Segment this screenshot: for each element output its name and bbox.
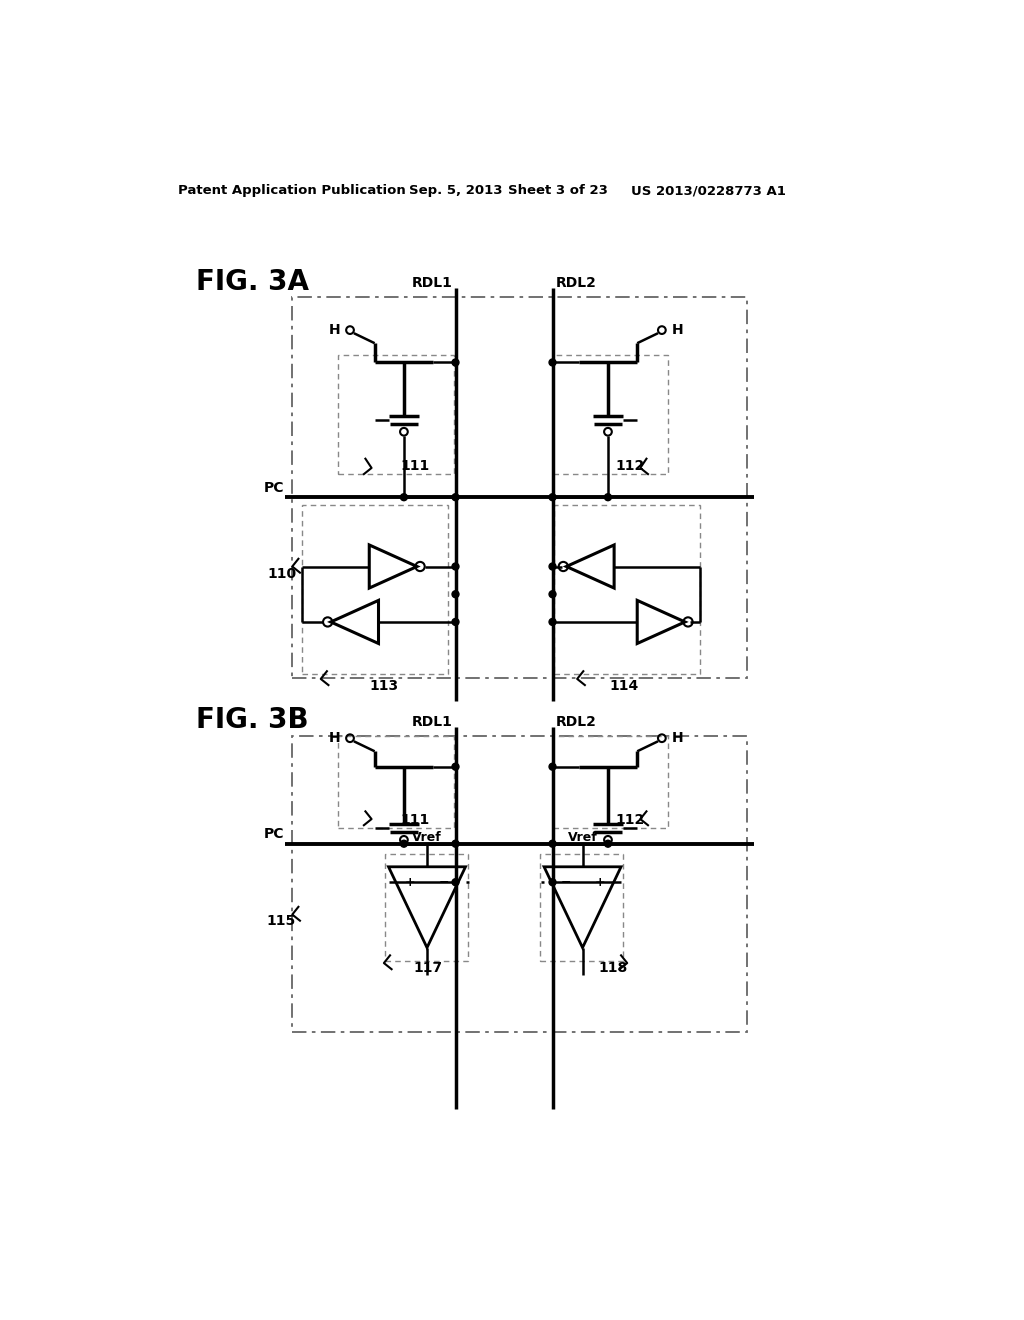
- Circle shape: [452, 564, 459, 570]
- Text: 110: 110: [267, 568, 296, 581]
- Circle shape: [549, 564, 556, 570]
- Text: PC: PC: [264, 828, 285, 841]
- Circle shape: [400, 841, 408, 847]
- Circle shape: [452, 879, 459, 886]
- Text: −: −: [560, 875, 570, 888]
- Circle shape: [604, 841, 611, 847]
- Bar: [385, 854, 468, 961]
- Circle shape: [604, 494, 611, 500]
- Text: FIG. 3A: FIG. 3A: [196, 268, 309, 296]
- Circle shape: [549, 879, 556, 886]
- Text: 111: 111: [400, 813, 429, 826]
- Text: Sheet 3 of 23: Sheet 3 of 23: [508, 185, 607, 197]
- Circle shape: [452, 591, 459, 598]
- Text: H: H: [672, 731, 683, 746]
- Text: H: H: [329, 323, 340, 337]
- Bar: [301, 506, 447, 675]
- Text: 115: 115: [267, 913, 296, 928]
- Text: +: +: [594, 875, 605, 888]
- Bar: [554, 506, 700, 675]
- Text: 111: 111: [400, 458, 429, 473]
- Text: 114: 114: [609, 678, 639, 693]
- Text: −: −: [438, 875, 450, 888]
- Text: Sep. 5, 2013: Sep. 5, 2013: [410, 185, 503, 197]
- Bar: [553, 355, 668, 474]
- Text: 117: 117: [413, 961, 442, 974]
- Circle shape: [452, 494, 459, 500]
- Bar: [292, 737, 746, 1032]
- Circle shape: [549, 763, 556, 770]
- Text: +: +: [404, 875, 416, 888]
- Text: Vref: Vref: [567, 830, 597, 843]
- Circle shape: [549, 359, 556, 366]
- Text: RDL2: RDL2: [556, 715, 596, 729]
- Text: RDL1: RDL1: [412, 276, 453, 290]
- Text: RDL2: RDL2: [556, 276, 596, 290]
- Text: Vref: Vref: [412, 830, 442, 843]
- Text: US 2013/0228773 A1: US 2013/0228773 A1: [631, 185, 786, 197]
- Text: H: H: [672, 323, 683, 337]
- Text: PC: PC: [264, 480, 285, 495]
- Text: 112: 112: [615, 458, 645, 473]
- Text: H: H: [329, 731, 340, 746]
- Circle shape: [549, 591, 556, 598]
- Bar: [292, 297, 746, 678]
- Circle shape: [452, 619, 459, 626]
- Text: 118: 118: [598, 961, 627, 974]
- Text: FIG. 3B: FIG. 3B: [196, 706, 308, 734]
- Bar: [339, 355, 454, 474]
- Circle shape: [549, 494, 556, 500]
- Circle shape: [452, 763, 459, 770]
- Circle shape: [452, 841, 459, 847]
- Circle shape: [549, 841, 556, 847]
- Circle shape: [452, 359, 459, 366]
- Circle shape: [549, 619, 556, 626]
- Text: Patent Application Publication: Patent Application Publication: [178, 185, 407, 197]
- Circle shape: [400, 494, 408, 500]
- Text: 112: 112: [615, 813, 645, 826]
- Text: 113: 113: [370, 678, 398, 693]
- Bar: [339, 737, 454, 829]
- Text: RDL1: RDL1: [412, 715, 453, 729]
- Bar: [541, 854, 624, 961]
- Bar: [553, 737, 668, 829]
